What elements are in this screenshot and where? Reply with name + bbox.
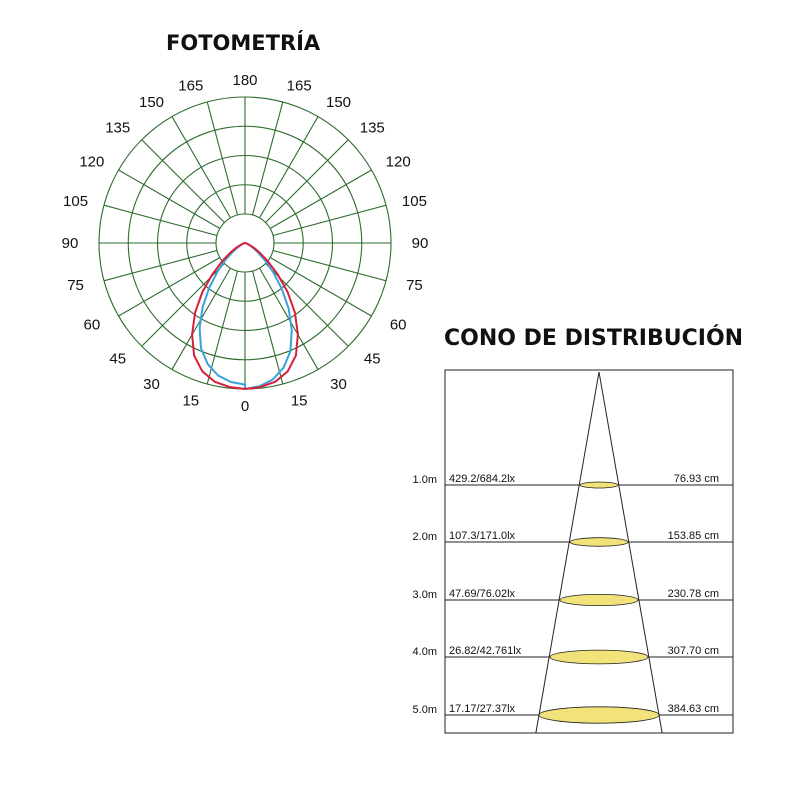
polar-spoke — [269, 257, 372, 317]
cone-distance-label: 1.0m — [413, 474, 437, 486]
polar-angle-label: 90 — [412, 235, 429, 252]
polar-angle-label: 105 — [402, 193, 427, 210]
cone-illuminance-label: 26.82/42.761lx — [449, 645, 522, 657]
polar-angle-label: 45 — [364, 350, 381, 367]
cone-diameter-label: 153.85 cm — [668, 530, 719, 542]
polar-spoke — [251, 270, 284, 385]
polar-angle-label: 30 — [330, 376, 347, 393]
light-spot-ellipse — [569, 537, 629, 547]
polar-angle-label: 105 — [63, 193, 88, 210]
polar-spoke — [118, 257, 221, 317]
polar-angle-label: 120 — [79, 154, 104, 171]
polar-spoke — [171, 116, 231, 219]
polar-spoke — [272, 204, 387, 237]
polar-angle-label: 90 — [62, 235, 79, 252]
polar-angle-label: 165 — [178, 78, 203, 95]
polar-curve-c90 — [191, 242, 299, 390]
polar-spoke — [272, 249, 387, 282]
polar-angle-label: 135 — [105, 120, 130, 137]
cone-illuminance-label: 429.2/684.2lx — [449, 473, 516, 485]
polar-angle-label: 0 — [241, 398, 249, 415]
polar-angle-label: 15 — [182, 392, 199, 409]
polar-spoke — [259, 116, 319, 219]
cone-right-edge — [598, 371, 663, 734]
cone-diameter-label: 230.78 cm — [668, 588, 719, 600]
polar-angle-label: 30 — [143, 376, 160, 393]
cone-frame — [444, 369, 734, 734]
polar-angle-label: 150 — [326, 94, 351, 111]
polar-angle-label: 15 — [291, 392, 308, 409]
cone-distance-label: 3.0m — [413, 589, 437, 601]
polar-spoke — [118, 169, 221, 229]
polar-angle-label: 150 — [139, 94, 164, 111]
polar-angle-label: 165 — [287, 78, 312, 95]
polar-spoke — [103, 249, 218, 282]
cone-title: CONO DE DISTRIBUCIÓN — [444, 326, 744, 351]
cone-diameter-label: 76.93 cm — [674, 473, 719, 485]
polar-spoke — [265, 139, 349, 223]
polar-angle-label: 120 — [386, 154, 411, 171]
light-spot-ellipse — [559, 594, 639, 607]
light-spot-ellipse — [579, 481, 619, 489]
cone-left-edge — [535, 371, 600, 734]
cone-diameter-label: 307.70 cm — [668, 645, 719, 657]
light-spot-ellipse — [549, 649, 649, 665]
polar-angle-label: 75 — [67, 277, 84, 294]
polar-angle-label: 60 — [390, 317, 407, 334]
polar-spoke — [206, 270, 239, 385]
photometry-title: FOTOMETRÍA — [166, 31, 321, 55]
cone-diameter-label: 384.63 cm — [668, 703, 719, 715]
polar-spoke — [259, 267, 319, 370]
polar-angle-label: 45 — [109, 350, 126, 367]
cone-illuminance-label: 107.3/171.0lx — [449, 530, 516, 542]
cone-illuminance-label: 47.69/76.02lx — [449, 588, 516, 600]
cone-distance-label: 2.0m — [413, 531, 437, 543]
polar-angle-label: 135 — [360, 120, 385, 137]
cone-distance-label: 4.0m — [413, 646, 437, 658]
polar-angle-label: 180 — [232, 72, 257, 89]
polar-spoke — [269, 169, 372, 229]
polar-spoke — [206, 101, 239, 216]
cone-distance-label: 5.0m — [413, 704, 437, 716]
cone-illuminance-label: 17.17/27.37lx — [449, 703, 516, 715]
polar-angle-label: 75 — [406, 277, 423, 294]
polar-spoke — [103, 204, 218, 237]
polar-spoke — [251, 101, 284, 216]
light-spot-ellipse — [538, 706, 660, 724]
polar-spoke — [141, 139, 225, 223]
polar-angle-label: 60 — [83, 317, 100, 334]
